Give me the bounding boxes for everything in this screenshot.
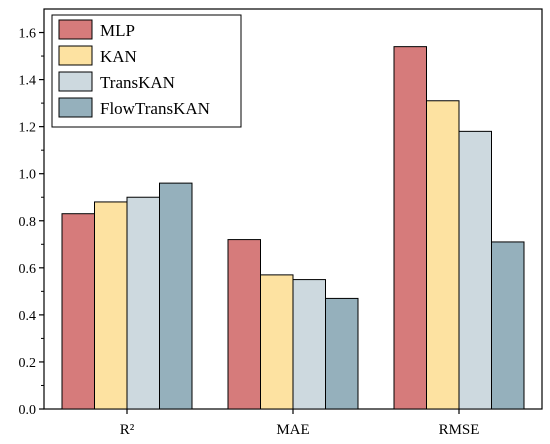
y-tick-label: 1.6 <box>19 27 37 42</box>
bar-flowtranskan-2 <box>491 241 525 410</box>
bar-kan-0 <box>94 201 128 410</box>
legend-swatch <box>58 71 93 92</box>
bar-kan-1 <box>260 274 294 410</box>
legend-swatch <box>58 45 93 66</box>
bar-flowtranskan-0 <box>159 182 193 410</box>
y-tick-label: 0.0 <box>19 403 37 418</box>
y-tick-label: 0.4 <box>19 309 37 324</box>
bar-mlp-2 <box>393 46 427 410</box>
y-tick-label: 1.2 <box>19 121 37 136</box>
y-tick-label: 0.8 <box>19 215 37 230</box>
bar-mlp-0 <box>61 213 95 410</box>
bar-transkan-1 <box>292 279 326 410</box>
y-tick-label: 0.6 <box>19 262 37 277</box>
bar-mlp-1 <box>227 239 261 410</box>
legend-swatch <box>58 97 93 118</box>
bar-transkan-2 <box>458 130 492 410</box>
bar-kan-2 <box>426 100 460 410</box>
bar-transkan-0 <box>126 196 160 410</box>
bar-flowtranskan-1 <box>325 297 359 410</box>
legend-swatch <box>58 19 93 40</box>
x-tick-label: R² <box>120 422 135 438</box>
y-tick-label: 0.2 <box>19 356 37 371</box>
legend-label: FlowTransKAN <box>100 99 210 118</box>
x-tick-label: MAE <box>276 422 309 438</box>
legend-label: KAN <box>100 47 137 66</box>
y-tick-label: 1.4 <box>19 74 37 89</box>
y-tick-label: 1.0 <box>19 168 37 183</box>
legend-label: TransKAN <box>100 73 175 92</box>
x-tick-label: RMSE <box>439 422 480 438</box>
legend-label: MLP <box>100 21 135 40</box>
